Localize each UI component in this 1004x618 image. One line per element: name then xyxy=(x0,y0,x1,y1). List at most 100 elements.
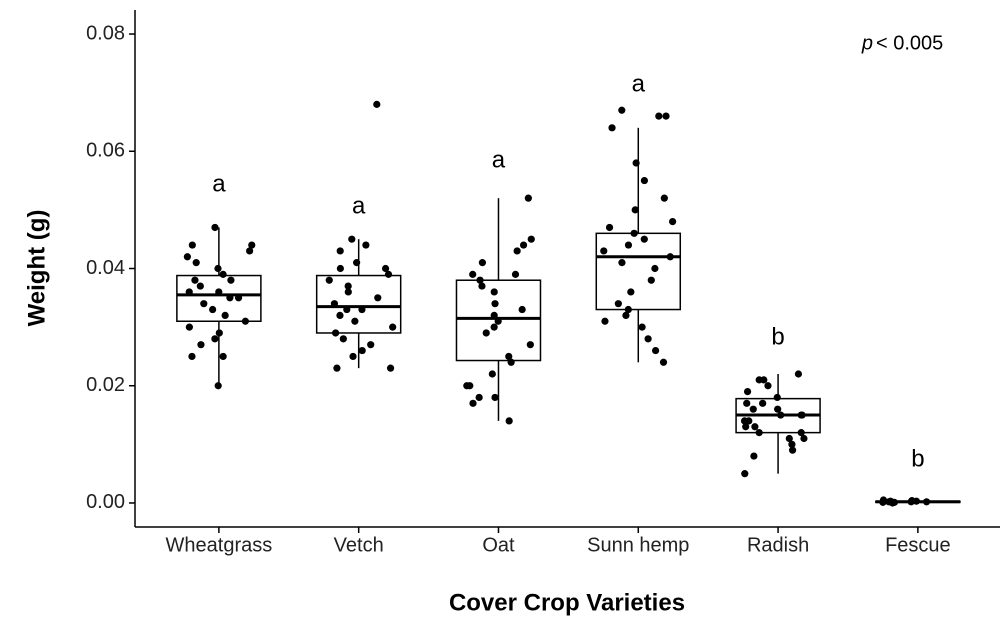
point xyxy=(651,264,659,273)
annotation: < 0.005 xyxy=(876,32,943,54)
point xyxy=(476,276,484,284)
y-tick-label: 0.06 xyxy=(86,140,125,162)
group-letter: a xyxy=(212,171,226,198)
point xyxy=(330,300,339,308)
point xyxy=(482,329,490,337)
point xyxy=(785,434,793,443)
point xyxy=(797,429,805,437)
point xyxy=(505,352,513,361)
point xyxy=(227,276,235,284)
point xyxy=(200,300,208,308)
point xyxy=(518,305,526,314)
point xyxy=(332,329,340,337)
point xyxy=(185,288,193,296)
point xyxy=(666,253,674,261)
point xyxy=(655,112,663,120)
group-letter: a xyxy=(352,192,366,219)
point xyxy=(638,323,646,331)
point xyxy=(219,270,227,278)
x-tick-label: Wheatgrass xyxy=(166,534,273,556)
box xyxy=(176,274,262,323)
point xyxy=(344,288,352,296)
point xyxy=(759,399,767,407)
point xyxy=(349,352,357,361)
y-tick-label: 0.02 xyxy=(86,374,125,396)
point xyxy=(507,358,515,366)
point xyxy=(644,335,652,343)
point xyxy=(526,341,534,349)
point xyxy=(494,317,502,325)
point xyxy=(246,247,254,255)
point xyxy=(488,370,496,378)
point xyxy=(608,124,616,132)
point xyxy=(336,264,344,273)
y-axis-title: Weight (g) xyxy=(23,210,50,327)
point xyxy=(659,358,668,366)
point xyxy=(478,282,486,290)
point xyxy=(618,259,626,267)
point xyxy=(800,434,808,443)
point xyxy=(777,411,785,419)
x-tick-label: Vetch xyxy=(334,534,384,556)
point xyxy=(511,270,520,278)
point xyxy=(491,393,499,402)
point xyxy=(750,452,758,460)
point xyxy=(211,335,219,343)
point xyxy=(755,429,763,437)
point xyxy=(660,194,668,202)
point xyxy=(374,294,382,302)
point xyxy=(348,235,356,243)
point xyxy=(469,270,477,278)
point xyxy=(469,399,477,407)
point xyxy=(214,382,222,390)
point xyxy=(624,305,632,314)
point xyxy=(774,405,782,413)
point xyxy=(351,317,359,325)
point xyxy=(627,288,635,296)
point xyxy=(760,376,768,384)
point xyxy=(788,440,796,448)
point xyxy=(336,247,344,255)
point xyxy=(353,259,361,267)
point xyxy=(215,288,223,296)
point xyxy=(185,323,193,331)
point xyxy=(475,393,483,402)
point xyxy=(630,229,638,237)
point xyxy=(241,317,250,325)
x-tick-label: Fescue xyxy=(885,534,951,556)
point xyxy=(651,346,660,355)
point xyxy=(188,241,196,249)
point xyxy=(631,206,639,214)
point xyxy=(601,317,609,325)
x-tick-label: Oat xyxy=(482,534,515,556)
group-letter: b xyxy=(911,446,924,473)
point xyxy=(344,282,352,290)
y-tick-label: 0.04 xyxy=(86,257,125,279)
point xyxy=(622,311,630,319)
point xyxy=(879,496,888,504)
box xyxy=(315,274,402,334)
point xyxy=(788,446,797,454)
point xyxy=(491,300,499,308)
point xyxy=(749,405,757,413)
point xyxy=(373,100,381,108)
point xyxy=(463,382,471,390)
point xyxy=(333,364,341,372)
y-tick-label: 0.00 xyxy=(86,491,125,513)
point xyxy=(248,241,256,249)
x-tick-label: Sunn hemp xyxy=(587,534,689,556)
point xyxy=(669,218,677,226)
point xyxy=(741,470,749,478)
point xyxy=(640,235,648,243)
point xyxy=(221,311,229,319)
point xyxy=(381,264,390,273)
point xyxy=(740,417,749,425)
x-tick-label: Radish xyxy=(747,534,809,556)
point xyxy=(519,241,528,249)
point xyxy=(605,223,614,232)
point xyxy=(640,176,649,185)
y-tick-label: 0.08 xyxy=(86,22,125,44)
point xyxy=(336,311,344,319)
point xyxy=(742,423,750,431)
